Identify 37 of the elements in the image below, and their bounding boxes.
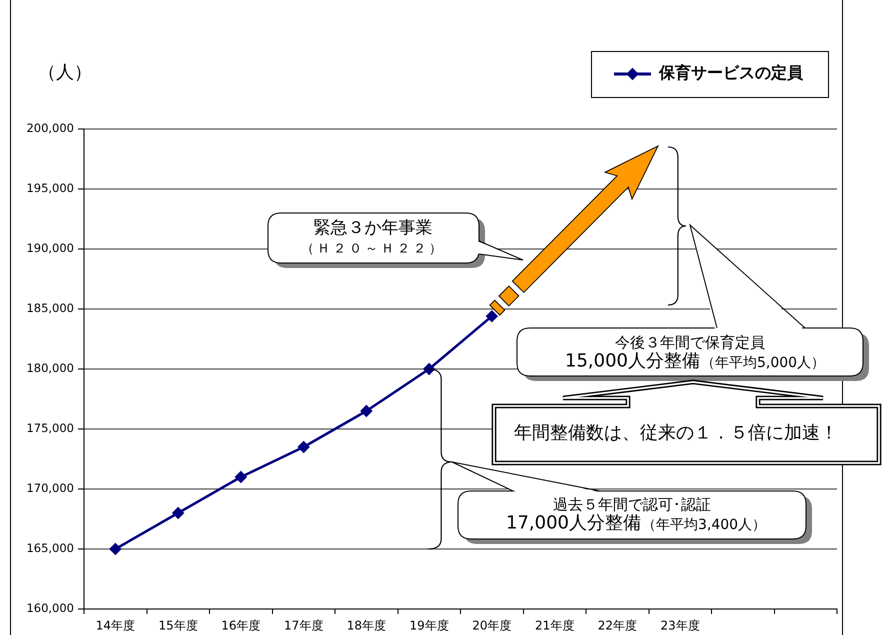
point: [423, 363, 436, 375]
y-tick-label: 190,000: [26, 240, 74, 255]
x-tick-label: 14年度: [96, 618, 136, 632]
annotation: （年平均3,400人）: [642, 516, 766, 534]
annotation: 今後３年間で保育定員: [615, 333, 765, 352]
x-tick-label: 23年度: [660, 618, 700, 632]
point: [234, 471, 247, 483]
annotation: （Ｈ２０～Ｈ２２）: [301, 242, 445, 258]
x-tick-label: 18年度: [346, 618, 386, 632]
annotation: 緊急３か年事業: [314, 218, 432, 239]
y-tick-label: 180,000: [26, 360, 74, 375]
y-axis-title: （人）: [38, 61, 92, 84]
y-tick-label: 170,000: [26, 480, 74, 495]
point: [172, 507, 184, 519]
x-tick-label: 19年度: [409, 618, 449, 632]
annotation: 15,000人分整備: [565, 350, 700, 372]
x-tick-label: 20年度: [472, 618, 512, 632]
annotation: （年平均5,000人）: [701, 354, 826, 372]
annotation: 過去５年間で認可･認証: [553, 495, 711, 514]
y-tick-label: 200,000: [26, 120, 74, 135]
x-tick-label: 21年度: [534, 618, 574, 632]
point: [486, 310, 498, 322]
annotation: 17,000人分整備: [506, 512, 641, 534]
point: [360, 405, 372, 417]
x-tick-label: 22年度: [598, 618, 638, 632]
x-tick-label: 17年度: [284, 618, 324, 632]
legend-label: 保育サービスの定員: [658, 63, 804, 82]
point: [109, 543, 122, 555]
point: [298, 441, 310, 453]
y-tick-label: 195,000: [26, 180, 74, 195]
x-tick-label: 15年度: [158, 618, 198, 632]
y-tick-label: 175,000: [26, 420, 74, 435]
y-tick-label: 160,000: [26, 600, 74, 615]
y-tick-label: 185,000: [26, 300, 74, 315]
x-tick-label: 16年度: [221, 618, 261, 632]
annotation: 年間整備数は、従来の１．５倍に加速！: [514, 422, 838, 444]
y-tick-label: 165,000: [26, 540, 74, 555]
